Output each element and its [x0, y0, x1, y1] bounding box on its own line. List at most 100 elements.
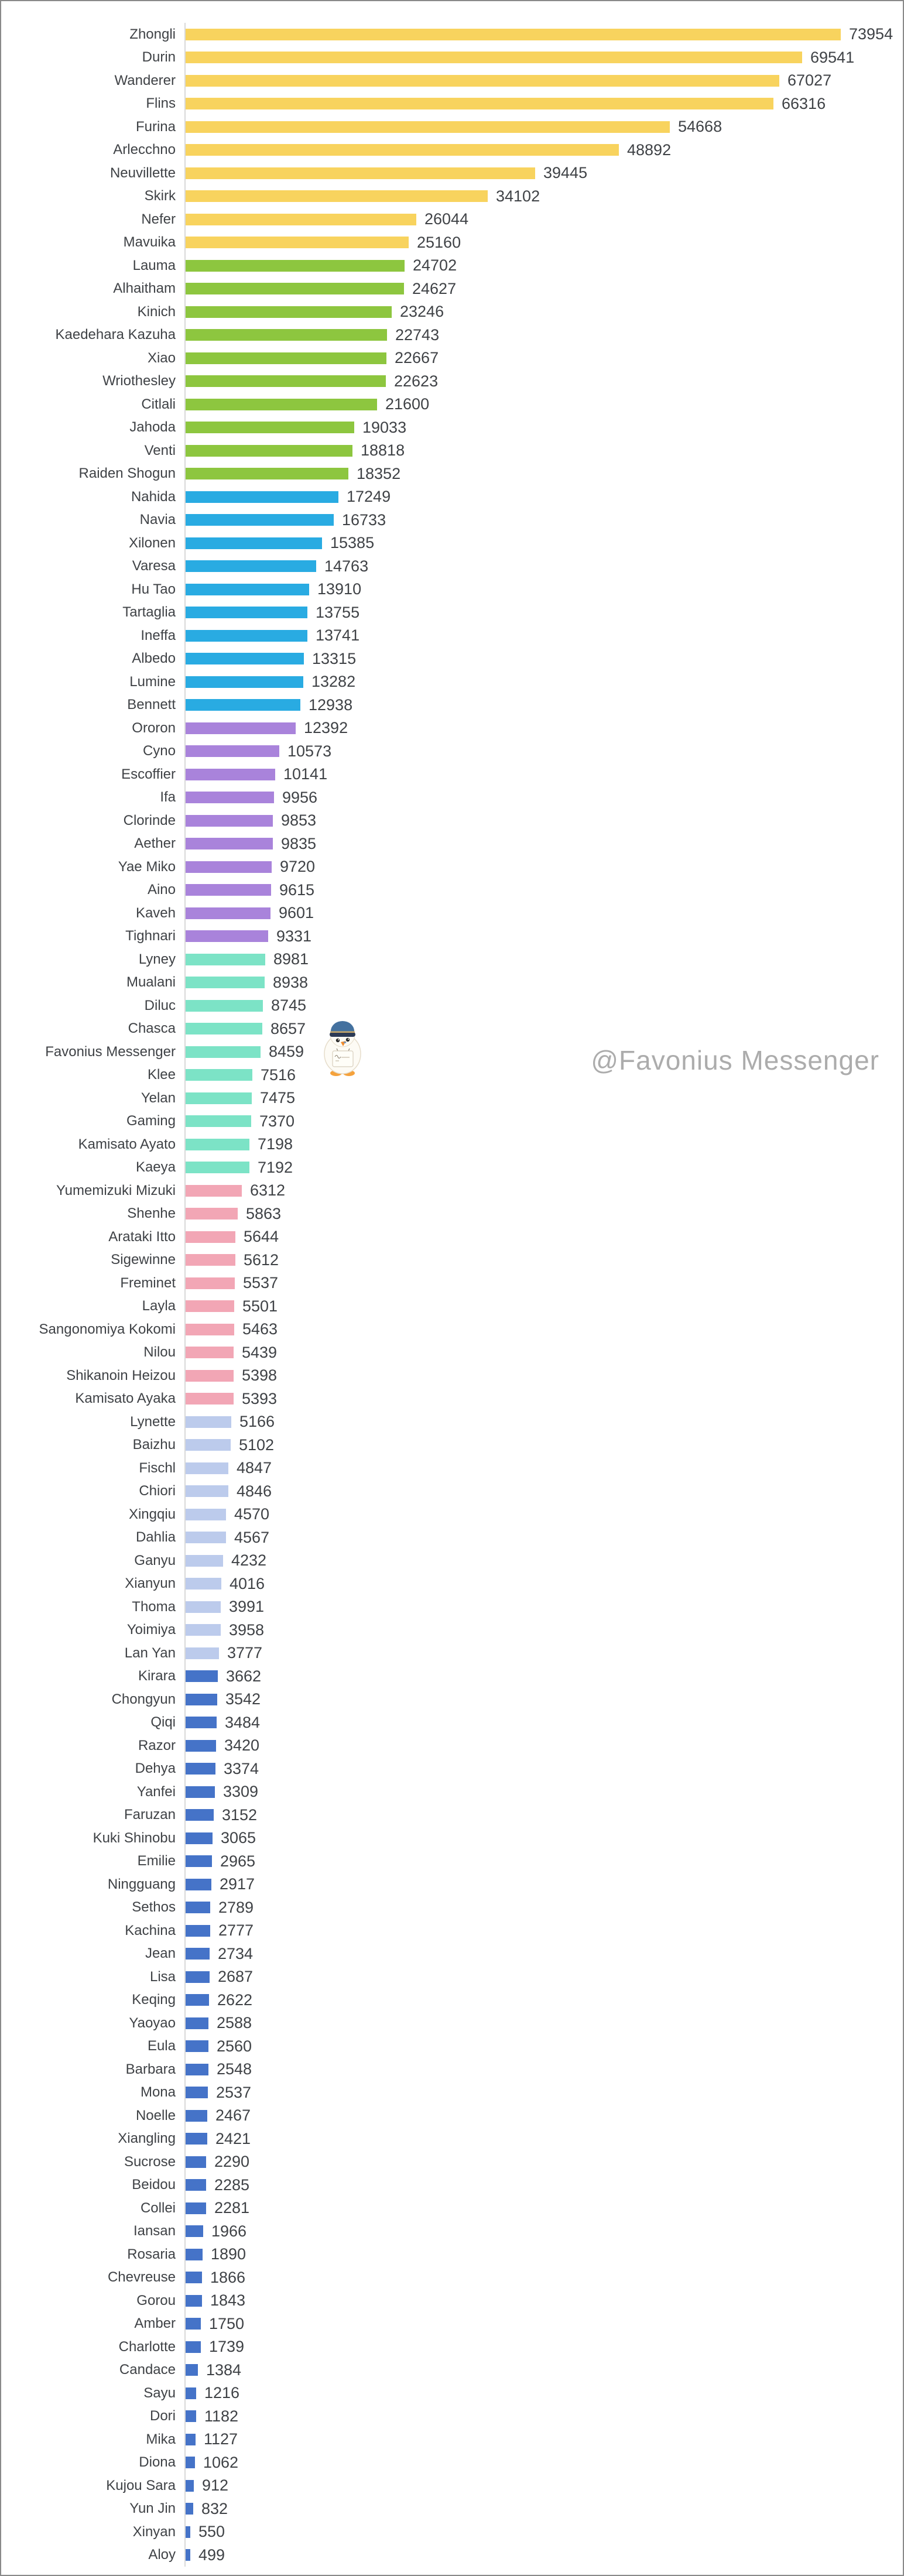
bar [186, 121, 670, 133]
chart-row: Emilie 2965 [1, 1850, 903, 1873]
bar-label: Faruzan [124, 1807, 176, 1823]
bar-value: 7516 [261, 1066, 296, 1084]
chart-row: Sayu 1216 [1, 2382, 903, 2405]
bar [186, 1323, 234, 1335]
chart-row: Keqing 2622 [1, 1989, 903, 2012]
chart-row: Ifa 9956 [1, 786, 903, 810]
bar-label: Yumemizuki Mizuki [56, 1182, 176, 1198]
chart-row: Baizhu 5102 [1, 1434, 903, 1457]
chart-row: Raiden Shogun 18352 [1, 463, 903, 486]
bar [186, 1878, 211, 1890]
bar [186, 306, 392, 318]
bar [186, 1254, 235, 1266]
bar [186, 144, 619, 156]
bar-value: 8657 [270, 1019, 306, 1037]
chart-row: Mika 1127 [1, 2428, 903, 2451]
bar-value: 8459 [269, 1043, 304, 1061]
bar [186, 167, 535, 179]
chart-row: Tartaglia 13755 [1, 601, 903, 625]
bar-value: 3374 [224, 1759, 259, 1777]
bar [186, 2225, 203, 2238]
bar [186, 1763, 215, 1775]
bar [186, 699, 300, 711]
chart-row: Lynette 5166 [1, 1410, 903, 1434]
bar-label: Raiden Shogun [78, 465, 176, 482]
bar-label: Lumine [129, 673, 176, 690]
bar-value: 5463 [242, 1320, 278, 1338]
bar [186, 560, 316, 573]
chart-row: Durin 69541 [1, 46, 903, 70]
bar-label: Gorou [136, 2292, 176, 2308]
bar [186, 2479, 194, 2492]
bar-value: 912 [202, 2476, 229, 2495]
bar [186, 1485, 228, 1498]
bar [186, 1369, 234, 1382]
favonius-messenger-penguin-icon [324, 1021, 361, 1076]
bar-label: Sangonomiya Kokomi [39, 1321, 176, 1337]
bar-label: Xianyun [125, 1575, 176, 1592]
chart-row: Chongyun 3542 [1, 1688, 903, 1711]
chart-row: Hu Tao 13910 [1, 578, 903, 601]
chart-row: Lauma 24702 [1, 254, 903, 278]
chart-row: Wriothesley 22623 [1, 370, 903, 393]
chart-row: Diona 1062 [1, 2451, 903, 2475]
bar-value: 6312 [250, 1181, 286, 1200]
chart-row: Diluc 8745 [1, 994, 903, 1018]
bar-label: Ororon [132, 720, 176, 736]
bar-value: 5398 [242, 1366, 278, 1385]
bar-label: Iansan [133, 2223, 176, 2239]
bar-label: Mona [140, 2084, 176, 2101]
bar-value: 13755 [316, 603, 360, 621]
bar-value: 7370 [259, 1112, 295, 1130]
bar-label: Nahida [131, 488, 176, 505]
chart-row: Barbara 2548 [1, 2058, 903, 2081]
bar-chart: Zhongli 73954 Durin 69541 Wanderer 67027… [1, 23, 903, 2567]
bar [186, 953, 265, 965]
chart-row: Shenhe 5863 [1, 1203, 903, 1226]
bar-label: Clorinde [123, 812, 176, 828]
bar-label: Klee [147, 1067, 176, 1083]
bar [186, 1924, 210, 1937]
bar-value: 5644 [244, 1228, 279, 1246]
bar [186, 583, 309, 595]
chart-row: Ineffa 13741 [1, 624, 903, 648]
bar-value: 3991 [229, 1598, 265, 1616]
bar-label: Navia [139, 512, 176, 528]
bar-label: Keqing [132, 1992, 176, 2008]
bar-value: 832 [201, 2499, 228, 2517]
bar [186, 2202, 206, 2214]
bar-label: Kaedehara Kazuha [55, 327, 176, 343]
bar [186, 1578, 221, 1590]
bar-label: Baizhu [132, 1437, 176, 1453]
bar-value: 4847 [237, 1459, 272, 1477]
bar-value: 1750 [209, 2314, 245, 2332]
bar-label: Wanderer [114, 72, 176, 88]
bar-label: Jahoda [129, 419, 176, 436]
bar-value: 2467 [215, 2106, 251, 2125]
bar-value: 2285 [214, 2176, 250, 2194]
bar [186, 98, 773, 110]
bar [186, 2387, 196, 2399]
chart-row: Aino 9615 [1, 879, 903, 902]
chart-row: Citlali 21600 [1, 393, 903, 416]
bar [186, 1162, 249, 1174]
chart-row: Sucrose 2290 [1, 2150, 903, 2174]
chart-row: Sangonomiya Kokomi 5463 [1, 1318, 903, 1341]
bar [186, 213, 416, 225]
chart-row: Dori 1182 [1, 2405, 903, 2428]
bar-value: 22667 [395, 349, 439, 367]
bar [186, 1647, 219, 1659]
bar [186, 74, 779, 87]
bar [186, 1532, 226, 1544]
chart-row: Kirara 3662 [1, 1665, 903, 1688]
bar-value: 1739 [209, 2338, 245, 2356]
bar-label: Wriothesley [102, 373, 176, 389]
bar-label: Yaoyao [129, 2015, 176, 2031]
bar-label: Bennett [127, 697, 176, 713]
bar-value: 5612 [244, 1251, 279, 1269]
chart-row: Mavuika 25160 [1, 231, 903, 255]
bar [186, 1855, 212, 1868]
bar-label: Layla [142, 1298, 176, 1314]
bar-value: 7475 [260, 1089, 296, 1107]
bar-value: 2548 [217, 2060, 252, 2078]
